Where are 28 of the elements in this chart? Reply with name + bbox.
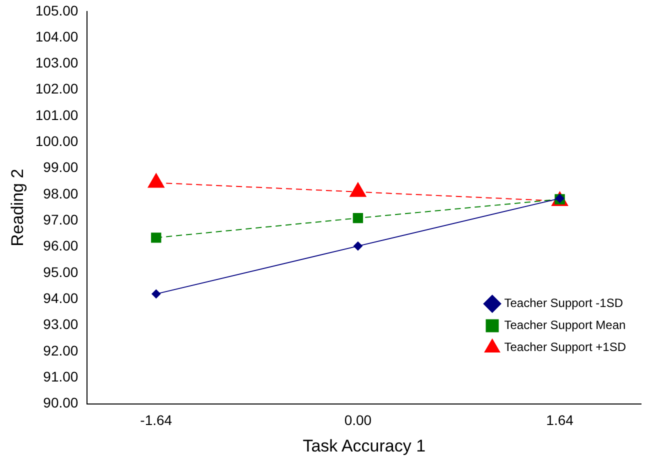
y-tick-label: 100.00: [35, 133, 78, 150]
y-tick-label: 94.00: [43, 290, 78, 306]
legend-label: Teacher Support -1SD: [504, 296, 624, 310]
y-tick-label: 101.00: [35, 106, 78, 123]
x-tick-label: -1.64: [140, 412, 172, 428]
y-tick-label: 103.00: [35, 54, 78, 71]
point: [353, 242, 362, 251]
y-tick-label: 96.00: [43, 238, 78, 254]
y-tick-label: 91.00: [43, 368, 78, 384]
y-tick-label: 97.00: [43, 212, 78, 228]
y-tick-label: 90.00: [43, 394, 78, 411]
y-axis-title: Reading 2: [8, 168, 27, 246]
y-tick-label: 105.00: [35, 2, 78, 18]
point: [151, 232, 162, 243]
x-tick-label: 1.64: [546, 412, 574, 428]
point: [152, 289, 161, 298]
x-axis-title: Task Accuracy 1: [302, 436, 426, 456]
legend-label: Teacher Support Mean: [504, 318, 626, 332]
y-tick-label: 92.00: [43, 342, 78, 358]
y-tick-label: 95.00: [43, 264, 78, 280]
x-tick-label: 0.00: [344, 412, 372, 428]
y-tick-label: 104.00: [35, 28, 78, 44]
y-tick-label: 102.00: [35, 80, 78, 97]
y-tick-label: 93.00: [43, 316, 78, 332]
legend-label: Teacher Support +1SD: [504, 340, 626, 354]
point: [352, 212, 364, 224]
y-tick-label: 99.00: [43, 159, 78, 176]
y-tick-label: 98.00: [43, 185, 78, 202]
